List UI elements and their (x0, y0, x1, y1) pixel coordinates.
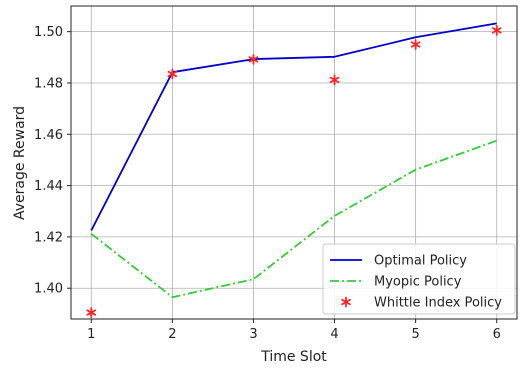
x-axis-label: Time Slot (260, 349, 327, 365)
legend-label: Myopic Policy (374, 275, 462, 290)
star-stroke (86, 309, 97, 316)
x-tick-label: 1 (87, 327, 95, 342)
whittle-index-marker (248, 53, 259, 65)
whittle-index-marker (491, 24, 502, 36)
whittle-index-marker (329, 74, 340, 86)
y-tick-label: 1.40 (34, 282, 63, 297)
x-tick-label: 2 (168, 327, 176, 342)
star-stroke (410, 41, 421, 48)
plot-frame (70, 5, 518, 320)
y-tick-label: 1.48 (34, 76, 63, 91)
optimal-policy-line (90, 22, 497, 231)
x-tick-label: 5 (411, 327, 419, 342)
whittle-index-marker (410, 39, 421, 50)
legend-box (322, 243, 516, 315)
series-layer (86, 22, 502, 318)
legend-whittle-marker (341, 296, 351, 308)
y-axis-label: Average Reward (12, 106, 28, 220)
myopic-policy-line (90, 139, 498, 299)
star-stroke (248, 56, 259, 63)
y-tick-label: 1.46 (34, 128, 63, 143)
x-tick-label: 6 (493, 327, 501, 342)
x-tick-label: 4 (330, 327, 338, 342)
star-stroke (491, 27, 502, 34)
legend-label: Optimal Policy (374, 254, 467, 269)
y-tick-label: 1.44 (34, 179, 63, 194)
legend: Optimal Policy Myopic Policy Whittle Index… (322, 243, 516, 315)
y-tick-label: 1.50 (34, 25, 63, 40)
y-tick-label: 1.42 (34, 230, 63, 245)
star-stroke (341, 298, 351, 306)
star-stroke (167, 70, 178, 78)
whittle-index-marker (167, 68, 178, 80)
whittle-index-marker (86, 307, 97, 318)
legend-label: Whittle Index Policy (374, 296, 502, 311)
x-tick-label: 3 (249, 327, 257, 342)
star-stroke (329, 76, 340, 84)
axis-ticks: 1 2 3 4 5 6 1.40 1.42 1.44 1.46 1.48 1.50 (34, 25, 501, 342)
